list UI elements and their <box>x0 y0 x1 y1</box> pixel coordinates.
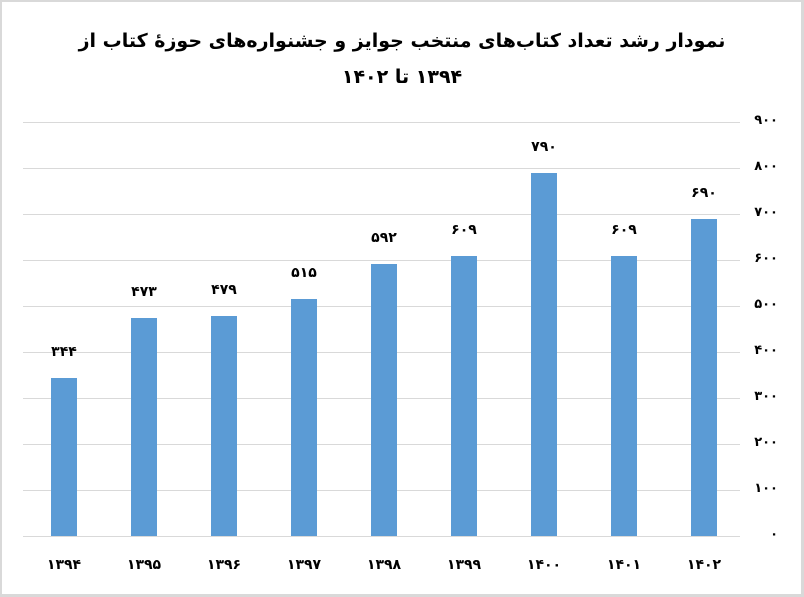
gridline <box>23 168 740 169</box>
bar <box>611 256 637 536</box>
data-label: ۶۹۰ <box>691 185 717 201</box>
x-tick-label: ۱۳۹۷ <box>286 557 322 573</box>
y-tick-label: ۶۰۰ <box>754 251 778 266</box>
chart-title: نمودار رشد تعداد کتاب‌های منتخب جوایز و … <box>78 30 726 52</box>
y-tick-label: ۸۰۰ <box>754 159 778 174</box>
data-label: ۴۷۹ <box>211 282 237 298</box>
data-label: ۳۴۴ <box>51 344 77 360</box>
x-tick-label: ۱۳۹۴ <box>46 557 82 573</box>
bar <box>51 378 77 536</box>
data-label: ۶۰۹ <box>611 222 637 238</box>
bar <box>211 316 237 536</box>
y-tick-label: ۱۰۰ <box>754 481 778 496</box>
data-label: ۵۱۵ <box>291 265 317 281</box>
bar <box>531 173 557 536</box>
y-tick-label: ۳۰۰ <box>754 389 778 404</box>
y-tick-label: ۴۰۰ <box>754 343 778 358</box>
y-tick-label: ۲۰۰ <box>754 435 778 450</box>
data-label: ۶۰۹ <box>451 222 477 238</box>
bar <box>691 219 717 536</box>
x-tick-label: ۱۳۹۹ <box>446 557 482 573</box>
data-label: ۵۹۲ <box>371 230 397 246</box>
x-tick-label: ۱۴۰۱ <box>606 557 642 573</box>
data-label: ۷۹۰ <box>531 139 557 155</box>
bar <box>291 299 317 536</box>
y-tick-label: ۵۰۰ <box>754 297 778 312</box>
bar <box>371 264 397 536</box>
y-tick-label: ۹۰۰ <box>754 113 778 128</box>
data-label: ۴۷۳ <box>131 284 157 300</box>
gridline <box>23 122 740 123</box>
bar <box>451 256 477 536</box>
y-tick-label: ۰ <box>770 527 778 542</box>
gridline <box>23 214 740 215</box>
chart-subtitle: ۱۳۹۴ تا ۱۴۰۲ <box>341 66 463 88</box>
x-tick-label: ۱۴۰۰ <box>526 557 562 573</box>
x-tick-label: ۱۳۹۵ <box>126 557 162 573</box>
x-tick-label: ۱۴۰۲ <box>686 557 722 573</box>
gridline <box>23 260 740 261</box>
gridline <box>23 536 740 537</box>
x-tick-label: ۱۳۹۶ <box>206 557 242 573</box>
bar <box>131 318 157 536</box>
x-tick-label: ۱۳۹۸ <box>366 557 402 573</box>
y-tick-label: ۷۰۰ <box>754 205 778 220</box>
